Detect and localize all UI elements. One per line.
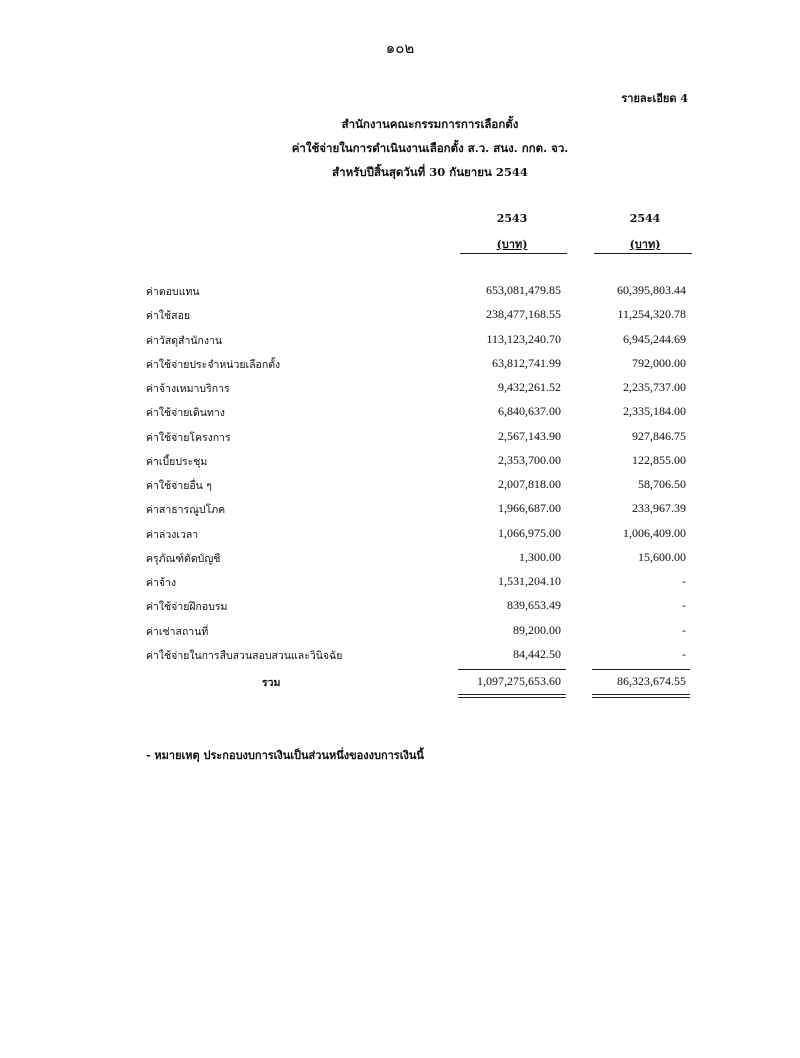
subtotal-rule-2544 (592, 669, 690, 670)
title-period: สำหรับปีสิ้นสุดวันที่ 30 กันยายน 2544 (332, 165, 528, 179)
total-2543: 1,097,275,653.60 (477, 674, 561, 688)
value-2543: 89,200.00 (513, 622, 561, 637)
subtotal-rule-2543 (458, 669, 566, 670)
table-row: ค่าใช้สอย 238,477,168.55 11,254,320.78 (0, 307, 800, 331)
value-2544: 122,855.00 (632, 452, 686, 467)
table-row: ค่าใช้จ่ายเดินทาง 6,840,637.00 2,335,184.0… (0, 404, 800, 428)
value-2544: 15,600.00 (638, 549, 686, 564)
header-rule-2544 (594, 253, 692, 254)
value-2543: 1,966,687.00 (498, 501, 561, 516)
row-label: ค่าวัสดุสำนักงาน (146, 334, 223, 347)
table-row: ครุภัณฑ์ตัดบัญชี 1,300.00 15,600.00 (0, 550, 800, 574)
table-row: ค่าเบี้ยประชุม 2,353,700.00 122,855.00 (0, 453, 800, 477)
table-row: ค่าใช้จ่ายโครงการ 2,567,143.90 927,846.75 (0, 429, 800, 453)
row-label: ค่าใช้จ่ายฝึกอบรม (146, 601, 228, 614)
value-2544: - (682, 646, 686, 661)
value-2543: 238,477,168.55 (486, 307, 561, 322)
value-2544: - (682, 622, 686, 637)
value-2543: 2,353,700.00 (498, 452, 561, 467)
value-2543: 2,567,143.90 (498, 428, 561, 443)
row-label: ค่าใช้จ่ายอื่น ๆ (146, 480, 212, 493)
value-2544: 58,706.50 (638, 477, 686, 492)
value-2543: 84,442.50 (513, 646, 561, 661)
table-row: ค่าใช้จ่ายฝึกอบรม 839,653.49 - (0, 598, 800, 622)
total-row: รวม 1,097,275,653.60 86,323,674.55 (0, 674, 800, 694)
row-label: ค่าใช้จ่ายประจำหน่วยเลือกตั้ง (146, 358, 281, 371)
detail-reference: รายละเอียด 4 (621, 92, 688, 105)
value-2543: 1,531,204.10 (498, 574, 561, 589)
column-unit-2544: (บาท) (629, 238, 661, 251)
table-row: ค่าสาธารณูปโภค 1,966,687.00 233,967.39 (0, 501, 800, 525)
value-2543: 1,300.00 (519, 549, 561, 564)
row-label: ค่าใช้จ่ายในการสืบสวนสอบสวนและวินิจฉัย (146, 649, 343, 662)
header-rule-2543 (460, 253, 567, 254)
table-row: ค่าวัสดุสำนักงาน 113,123,240.70 6,945,244.… (0, 332, 800, 356)
column-year-2544: 2544 (629, 212, 661, 225)
row-label: ค่าใช้สอย (146, 310, 191, 323)
page-number: ๑๐๒ (385, 39, 415, 57)
expense-table: ค่าตอบแทน 653,081,479.85 60,395,803.44 ค่าใ… (0, 283, 800, 671)
total-double-rule-2544 (592, 694, 690, 698)
table-row: ค่าเช่าสถานที่ 89,200.00 - (0, 623, 800, 647)
value-2543: 63,812,741.99 (492, 355, 561, 370)
row-label: ค่าตอบแทน (146, 286, 200, 298)
value-2544: 11,254,320.78 (617, 307, 686, 322)
total-2544: 86,323,674.55 (617, 674, 686, 688)
value-2544: 792,000.00 (632, 355, 686, 370)
value-2543: 113,123,240.70 (486, 331, 561, 346)
row-label: ค่าจ้าง (146, 577, 177, 590)
column-unit-2543: (บาท) (496, 238, 528, 251)
table-row: ค่าใช้จ่ายประจำหน่วยเลือกตั้ง 63,812,741.… (0, 356, 800, 380)
total-label: รวม (262, 677, 281, 689)
title-organization: สำนักงานคณะกรรมการการเลือกตั้ง (341, 117, 519, 131)
title-statement: ค่าใช้จ่ายในการดำเนินงานเลือกตั้ง ส.ว. ส… (291, 141, 569, 155)
value-2544: 2,235,737.00 (623, 380, 686, 395)
value-2544: 1,006,409.00 (623, 525, 686, 540)
total-double-rule-2543 (458, 694, 566, 698)
row-label: ค่าสาธารณูปโภค (146, 504, 226, 517)
value-2544: 233,967.39 (632, 501, 686, 516)
value-2543: 839,653.49 (507, 598, 561, 613)
value-2544: 927,846.75 (632, 428, 686, 443)
row-label: ครุภัณฑ์ตัดบัญชี (146, 552, 221, 565)
value-2543: 2,007,818.00 (498, 477, 561, 492)
value-2543: 6,840,637.00 (498, 404, 561, 419)
row-label: ค่าใช้จ่ายเดินทาง (146, 407, 225, 420)
value-2544: 60,395,803.44 (617, 283, 686, 297)
table-row: ค่าใช้จ่ายอื่น ๆ 2,007,818.00 58,706.50 (0, 477, 800, 501)
value-2544: - (682, 598, 686, 613)
table-row: ค่าใช้จ่ายในการสืบสวนสอบสวนและวินิจฉัย 84… (0, 647, 800, 671)
table-row: ค่าจ้าง 1,531,204.10 - (0, 574, 800, 598)
column-year-2543: 2543 (496, 212, 528, 225)
row-label: ค่าจ้างเหมาบริการ (146, 383, 230, 396)
table-row: ค่าจ้างเหมาบริการ 9,432,261.52 2,235,737.0… (0, 380, 800, 404)
value-2544: 2,335,184.00 (623, 404, 686, 419)
row-label: ค่าใช้จ่ายโครงการ (146, 431, 231, 444)
table-row: ค่าล่วงเวลา 1,066,975.00 1,006,409.00 (0, 526, 800, 550)
footnote: - หมายเหตุ ประกอบงบการเงินเป็นส่วนหนึ่งข… (146, 749, 424, 762)
row-label: ค่าเบี้ยประชุม (146, 455, 208, 468)
value-2543: 9,432,261.52 (498, 380, 561, 395)
table-row: ค่าตอบแทน 653,081,479.85 60,395,803.44 (0, 283, 800, 307)
row-label: ค่าเช่าสถานที่ (146, 625, 209, 638)
value-2544: 6,945,244.69 (623, 331, 686, 346)
value-2543: 1,066,975.00 (498, 525, 561, 540)
value-2543: 653,081,479.85 (486, 283, 561, 297)
row-label: ค่าล่วงเวลา (146, 528, 199, 541)
value-2544: - (682, 574, 686, 589)
